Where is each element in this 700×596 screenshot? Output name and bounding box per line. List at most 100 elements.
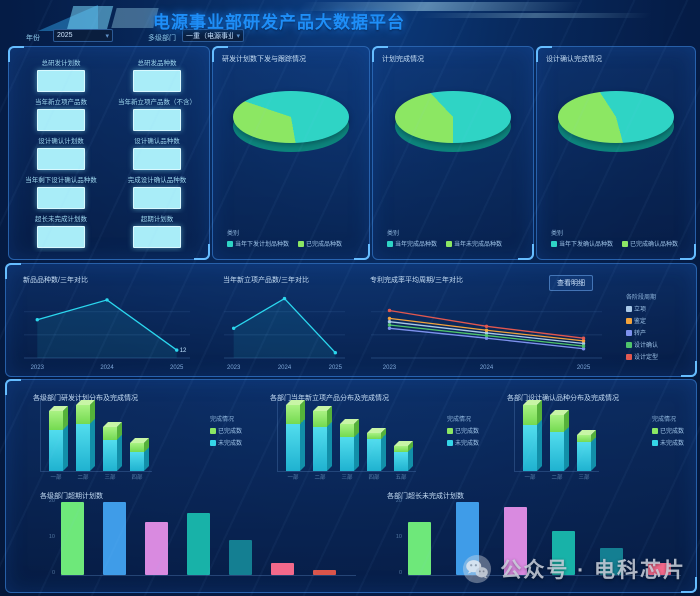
department-select[interactable]: 一重（电源事业部） ▾ [182,29,244,42]
pie[interactable] [558,91,674,157]
watermark: 公众号 · 电科芯片 [462,554,686,584]
legend-item[interactable]: 当年下发确认品种数 [551,239,613,248]
bar3d-bar[interactable]: 二部 [550,410,569,481]
svg-text:2025: 2025 [329,365,343,371]
legend-item[interactable]: 已完成确认品种数 [622,239,678,248]
line-plot[interactable]: 2023 2024 2025 12 [14,286,204,372]
legend-label: 未完成数 [454,441,479,447]
bar3d-bar[interactable]: 三部 [103,422,122,481]
axis-label: 三部 [104,475,116,481]
line-plot[interactable]: 2023 2024 2025 [361,286,616,372]
legend-row: 当年完成品种数 当年未完成品种数 [387,239,502,248]
legend-item[interactable]: 当年未完成品种数 [446,239,502,248]
bar-segment-remaining [130,452,144,471]
stat-item: 设计确认品种数 [109,135,205,174]
legend-swatch [626,341,632,348]
bar-segment-remaining [577,442,591,471]
stat-value-box [133,70,181,92]
axis-tick: 10 [395,534,402,540]
legend-item[interactable]: 未完成数 [209,438,242,447]
line-plot[interactable]: 2023 2024 2025 [214,286,359,372]
bar[interactable] [229,540,252,575]
pie-chart-plan-finish[interactable]: 类别 当年完成品种数 当年未完成品种数 [373,61,533,257]
legend-item[interactable]: 未完成数 [651,438,684,447]
stat-item: 完成设计确认品种数 [109,174,205,213]
bar3d-bar[interactable]: 四部 [130,438,149,481]
legend-row: 已完成数 未完成数 [651,426,684,447]
bar[interactable] [187,512,210,575]
bar[interactable] [600,548,623,575]
chart-title: 各部门设计确认品种分布及完成情况 [507,395,619,402]
axis-tick: 0 [398,570,402,576]
bar[interactable] [271,563,294,575]
bar-chart-long-unfinished[interactable]: 各部门超长未完成计划数 20 10 0 [378,484,691,586]
bar[interactable] [313,569,336,575]
legend-item[interactable]: 未完成数 [446,438,479,447]
chart-title: 各级部门研发计划分布及完成情况 [33,395,138,402]
bar[interactable] [648,562,671,575]
legend-swatch [446,240,453,247]
bar-side-face [117,422,122,471]
bar3d-bar[interactable]: 四部 [367,428,386,481]
bar3d-bar[interactable]: 一部 [523,400,542,481]
bar3d-chart-plan-dist[interactable]: 各级部门研发计划分布及完成情况 一部 二部 三部 四部 完成情况 已完成数 未完成数 [24,386,252,486]
pie[interactable] [395,91,511,157]
bar[interactable] [103,502,126,575]
pie-chart-confirm[interactable]: 类别 当年下发确认品种数 已完成确认品种数 [537,61,695,257]
bar[interactable] [504,506,527,575]
legend-item[interactable]: 已完成数 [446,426,479,435]
line-chart-cycle-compare[interactable]: 专利完成率平均周期/三年对比 2023 2024 2025 [361,268,616,372]
panel-pie-plan-finish: 计划完成情况 类别 当年完成品种数 当年未完成品种数 [372,46,534,260]
year-select[interactable]: 2025 ▾ [53,29,113,42]
cycle-chart-legend: 各阶段周期 立项 鉴定 转产 设计确认 设计定型 [626,292,658,361]
bar3d-bar[interactable]: 一部 [286,400,305,481]
bar[interactable] [145,522,168,575]
bar[interactable] [61,502,84,575]
line-chart-new-projects[interactable]: 当年新立项产品数/三年对比 2023 2024 2025 [214,268,359,372]
legend-title: 完成情况 [446,417,471,423]
bar3d-bar[interactable]: 五部 [394,441,413,481]
legend-item[interactable]: 立项 [626,304,658,313]
legend-label: 当年完成品种数 [395,242,438,248]
bar[interactable] [552,531,575,575]
panel-pie-confirm: 设计确认完成情况 类别 当年下发确认品种数 已完成确认品种数 [536,46,696,260]
bar-chart-overdue-plans[interactable]: 各级部门超期计划数 20 10 0 [31,484,366,586]
legend-item[interactable]: 已完成品种数 [298,239,342,248]
legend-item[interactable]: 当年完成品种数 [387,239,437,248]
legend-label: 鉴定 [634,319,647,325]
legend-label: 当年下发确认品种数 [559,242,614,248]
legend-item[interactable]: 已完成数 [651,426,684,435]
legend-item[interactable]: 设计确认 [626,340,658,349]
bar3d-bar[interactable]: 三部 [577,430,596,481]
legend-item[interactable]: 当年下发计划品种数 [227,239,289,248]
bar3d-chart-project-dist[interactable]: 各部门当年新立项产品分布及完成情况 一部 二部 三部 四部 五部 完成情况 已完成数 未完成数 [261,386,489,486]
view-detail-button[interactable]: 查看明细 [549,275,593,291]
legend-item[interactable]: 鉴定 [626,316,658,325]
legend-item[interactable]: 转产 [626,328,658,337]
bar3d-plot: 一部 二部 三部 四部 [40,399,152,481]
chart-legend: 类别 当年下发计划品种数 已完成品种数 [227,228,342,248]
svg-text:2023: 2023 [31,365,45,371]
wechat-icon [463,554,492,584]
axis-tick: 0 [51,570,55,576]
bar3d-bar[interactable]: 一部 [49,406,68,481]
line-chart-new-varieties[interactable]: 新品品种数/三年对比 2023 2024 2025 12 [14,268,204,372]
bar[interactable] [456,502,479,575]
pie-chart-plan-issue[interactable]: 类别 当年下发计划品种数 已完成品种数 [213,61,369,257]
svg-text:2023: 2023 [383,365,397,371]
bar-segment-completed [340,424,354,437]
bar3d-bar[interactable]: 三部 [340,419,359,481]
legend-item[interactable]: 已完成数 [209,426,242,435]
stat-value-box [133,109,181,131]
bar3d-bar[interactable]: 二部 [313,406,332,481]
chevron-down-icon: ▾ [236,32,240,40]
bar[interactable] [408,522,431,575]
svg-text:2023: 2023 [227,365,241,371]
axis-label: 二部 [551,475,563,481]
bar-side-face [90,400,95,471]
pie-top-face [395,91,511,143]
bar3d-chart-confirm-dist[interactable]: 各部门设计确认品种分布及完成情况 一部 二部 三部 完成情况 已完成数 未完成数 [498,386,694,486]
legend-item[interactable]: 设计定型 [626,352,658,361]
pie[interactable] [233,91,349,157]
bar3d-bar[interactable]: 二部 [76,400,95,481]
